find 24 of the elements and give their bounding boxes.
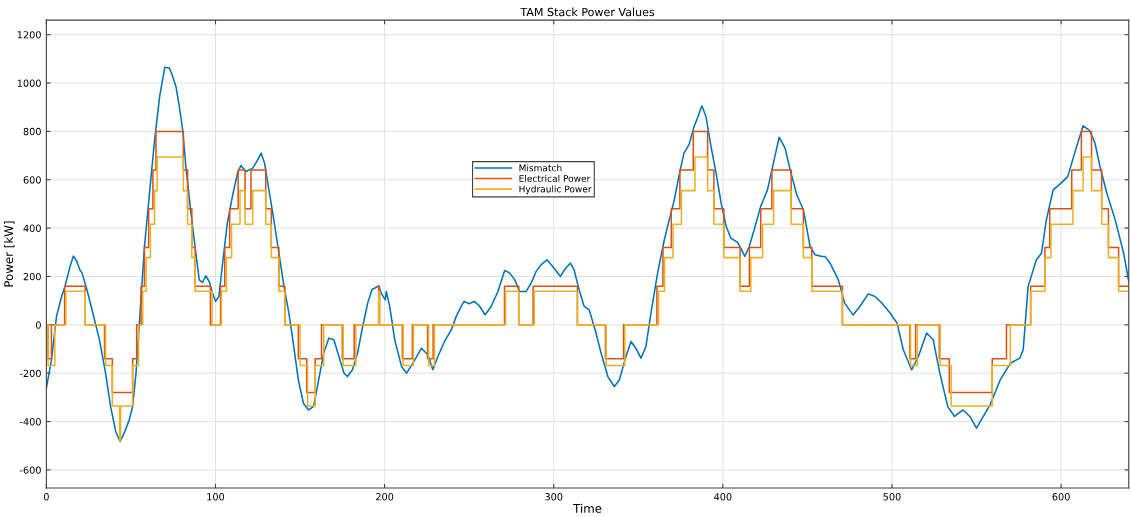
x-axis-title: Time [573,503,602,513]
y-tick-label: -200 [19,369,41,378]
chart-title: TAM Stack Power Values [520,7,655,17]
y-axis-title: Power [kW] [3,221,15,287]
x-tick-label: 100 [207,493,225,501]
x-tick-label: 600 [1052,493,1070,501]
y-tick-label: -600 [19,466,41,474]
y-tick-label: 800 [23,127,41,136]
legend-label: Hydraulic Power [519,185,592,195]
x-tick-label: 400 [714,493,732,501]
y-tick-label: 1200 [17,31,41,39]
line-series [46,66,1129,443]
x-tick-label: 500 [883,493,901,501]
y-tick-label: 200 [23,272,41,281]
y-tick-label: 0 [35,321,41,329]
y-tick-label: 400 [23,224,41,232]
x-tick-label: 200 [376,493,394,501]
legend-label: Electrical Power [519,174,591,182]
x-tick-label: 300 [545,493,563,501]
y-tick-label: 600 [23,176,41,184]
y-tick-label: 1000 [17,79,41,87]
x-tick-label: 0 [43,493,49,501]
y-tick-label: -400 [19,418,41,426]
legend-label: Mismatch [519,164,562,172]
